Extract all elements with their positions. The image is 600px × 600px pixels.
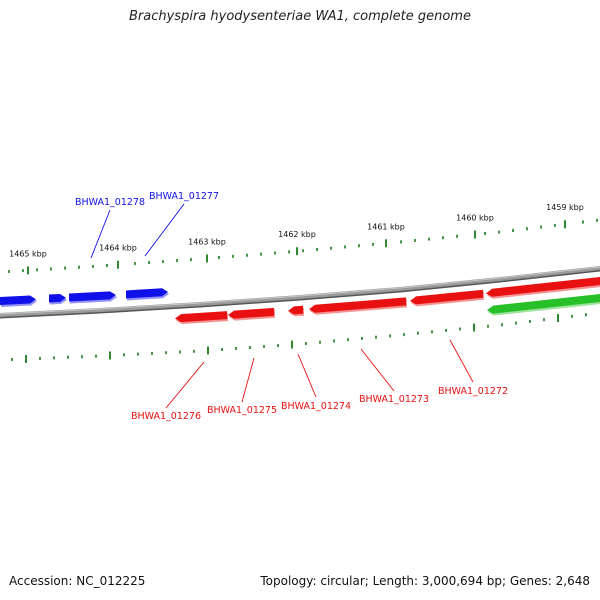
kbp-label: 1464 kbp [99,244,137,253]
gene-track [0,277,600,325]
gene-label-reverse: BHWA1_01276 [131,411,201,422]
kbp-label: 1460 kbp [456,214,494,223]
callout-line [360,348,395,392]
genome-summary-text: Topology: circular; Length: 3,000,694 bp… [260,574,590,588]
gene-arrow [410,289,483,305]
gene-arrow [228,307,274,319]
callout-line [144,203,185,257]
gene-arrow-forward [49,294,67,305]
gene-arrow [0,295,36,305]
callout-line [165,361,205,409]
gene-arrow-reverse [288,305,304,317]
ticks-outer: 1465 kbp 1464 kbp 1463 kbp 1462 kbp 1461 kbp… [8,203,598,275]
gene-arrow [487,294,600,314]
kbp-label: 1461 kbp [367,222,405,231]
backbone-line [0,266,600,317]
gene-arrow-reverse [175,311,228,325]
gene-arrow [309,297,406,313]
ticks-inner [11,313,587,363]
gene-arrow [486,277,600,297]
gene-arrow [126,288,168,299]
callout-line [449,339,474,383]
callout-line [297,353,317,398]
gene-arrow-forward [69,291,117,304]
gene-arrow [49,294,66,303]
gene-arrow-other [487,294,600,316]
gene-label-forward: BHWA1_01278 [75,197,145,208]
gene-arrow-reverse [410,289,484,307]
gene-arrow [175,311,227,323]
genome-backbone [0,266,600,319]
map-title: Brachyspira hyodysenteriae WA1, complete… [129,9,471,24]
gene-arrow-reverse [486,277,600,299]
gene-label-reverse: BHWA1_01273 [359,394,429,405]
kbp-label: 1463 kbp [188,237,226,246]
accession-text: Accession: NC_012225 [9,574,146,588]
callout-line [90,209,111,259]
gene-arrow-forward [126,288,169,301]
gene-label-reverse: BHWA1_01272 [438,386,508,397]
gene-arrow-forward [0,295,37,307]
gene-label-forward: BHWA1_01277 [149,191,219,202]
gene-arrow-reverse [309,297,407,315]
gene-arrow [69,291,116,302]
backbone-highlight [0,266,600,315]
gene-arrow-reverse [228,307,275,321]
gene-label-reverse: BHWA1_01274 [281,401,351,412]
kbp-label: 1465 kbp [9,249,47,258]
kbp-label: 1462 kbp [278,230,316,239]
callout-line [241,357,255,403]
gene-label-reverse: BHWA1_01275 [207,405,277,416]
kbp-label: 1459 kbp [546,203,584,212]
gene-arrow [288,305,303,315]
gene-callouts: BHWA1_01278 BHWA1_01277 BHWA1_01276 BHWA1_0… [75,191,508,422]
